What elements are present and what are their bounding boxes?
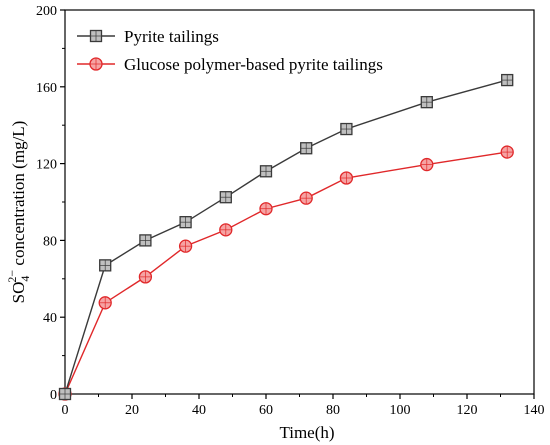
x-tick-label: 20 — [125, 403, 139, 418]
y-axis-title: SO42− concentration (mg/L) — [5, 121, 32, 304]
x-tick-label: 0 — [62, 403, 69, 418]
plot-layer: 0 20 40 60 80 100 120 140 0 40 80 120 160 200 — [36, 4, 545, 418]
legend-item: Pyrite tailings — [77, 27, 219, 46]
y-title-base: SO — [9, 282, 28, 304]
x-tick-label: 120 — [457, 403, 478, 418]
y-title-superscript: 2− — [5, 270, 19, 283]
x-tick-label: 100 — [390, 403, 411, 418]
series-line — [64, 79, 508, 395]
series-line — [64, 151, 508, 395]
legend: Pyrite tailings Glucose polymer-based pyr… — [77, 27, 383, 74]
x-tick-label: 80 — [326, 403, 340, 418]
legend-item: Glucose polymer-based pyrite tailings — [77, 55, 383, 74]
y-tick-label: 0 — [50, 388, 57, 403]
y-tick-label: 80 — [43, 234, 57, 249]
legend-label: Pyrite tailings — [124, 27, 219, 46]
legend-label: Glucose polymer-based pyrite tailings — [124, 55, 383, 74]
x-axis-title: Time(h) — [279, 423, 334, 442]
y-tick-label: 160 — [36, 81, 57, 96]
y-title-rest: concentration (mg/L) — [9, 121, 28, 270]
x-tick-label: 140 — [524, 403, 545, 418]
y-tick-label: 200 — [36, 4, 57, 19]
x-tick-label: 40 — [192, 403, 206, 418]
y-title-subscript: 4 — [18, 276, 32, 282]
y-tick-label: 120 — [36, 158, 57, 173]
series-glucose-polymer — [58, 145, 514, 401]
x-tick-label: 60 — [259, 403, 273, 418]
series-pyrite-tailings — [58, 73, 514, 401]
y-tick-label: 40 — [43, 311, 57, 326]
